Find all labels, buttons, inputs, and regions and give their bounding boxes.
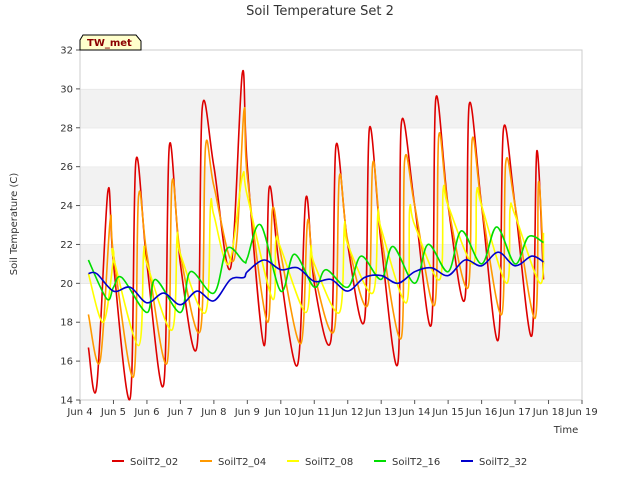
y-axis-ticks: 14 16 18 20 22 24 26 28 30 32 [60,46,80,407]
y-tick-label: 24 [60,201,73,212]
y-tick-label: 16 [60,357,73,368]
series-line-soilt2-16 [87,223,544,314]
legend-label: SoilT2_32 [479,457,527,468]
y-tick-label: 28 [60,123,73,134]
x-tick-label: Jun 12 [331,407,364,418]
site-badge: TW_met [79,34,142,51]
x-tick-label: Jun 8 [200,407,226,418]
series-lines [87,69,545,401]
y-axis-title: Soil Temperature (C) [9,173,20,276]
y-tick-label: 14 [60,396,73,407]
x-tick-label: Jun 15 [431,407,464,418]
grid-band [80,127,582,167]
y-tick-label: 26 [60,162,73,173]
y-tick-label: 32 [60,46,73,57]
x-tick-label: Jun 13 [364,407,397,418]
x-axis-ticks: Jun 4 Jun 5 Jun 6 Jun 7 Jun 8 Jun 9 Jun 10 Jun … [66,400,598,418]
legend-label: SoilT2_02 [130,457,178,468]
x-tick-label: Jun 14 [398,407,431,418]
x-axis-title: Time [553,425,578,436]
x-tick-label: Jun 16 [465,407,498,418]
x-tick-label: Jun 6 [133,407,159,418]
grid-band [80,88,582,128]
chart-title: Soil Temperature Set 2 [246,4,394,19]
grid-band [80,166,582,206]
x-tick-label: Jun 7 [167,407,193,418]
x-tick-label: Jun 5 [100,407,126,418]
grid-band [80,361,582,400]
grid-band [80,50,582,89]
site-badge-label: TW_met [87,38,132,49]
series-line-soilt2-08 [87,170,545,347]
x-tick-label: Jun 18 [532,407,565,418]
series-line-soilt2-02 [87,69,545,401]
x-tick-label: Jun 10 [264,407,297,418]
grid-bands [80,49,582,400]
x-tick-label: Jun 19 [565,407,598,418]
legend-label: SoilT2_08 [305,457,353,468]
x-tick-label: Jun 9 [234,407,260,418]
grid-band [80,205,582,245]
y-tick-label: 20 [60,279,73,290]
x-tick-label: Jun 17 [498,407,531,418]
y-tick-label: 30 [60,84,73,95]
legend-label: SoilT2_04 [218,457,266,468]
x-tick-label: Jun 4 [66,407,92,418]
legend: SoilT2_02 SoilT2_04 SoilT2_08 SoilT2_16 Soil… [112,457,527,468]
plot-area [79,49,583,401]
grid-band [80,244,582,284]
series-line-soilt2-32 [88,251,544,306]
series-line-soilt2-04 [87,106,545,378]
x-tick-label: Jun 11 [298,407,331,418]
y-tick-label: 22 [60,240,73,251]
y-tick-label: 18 [60,318,73,329]
legend-label: SoilT2_16 [392,457,440,468]
